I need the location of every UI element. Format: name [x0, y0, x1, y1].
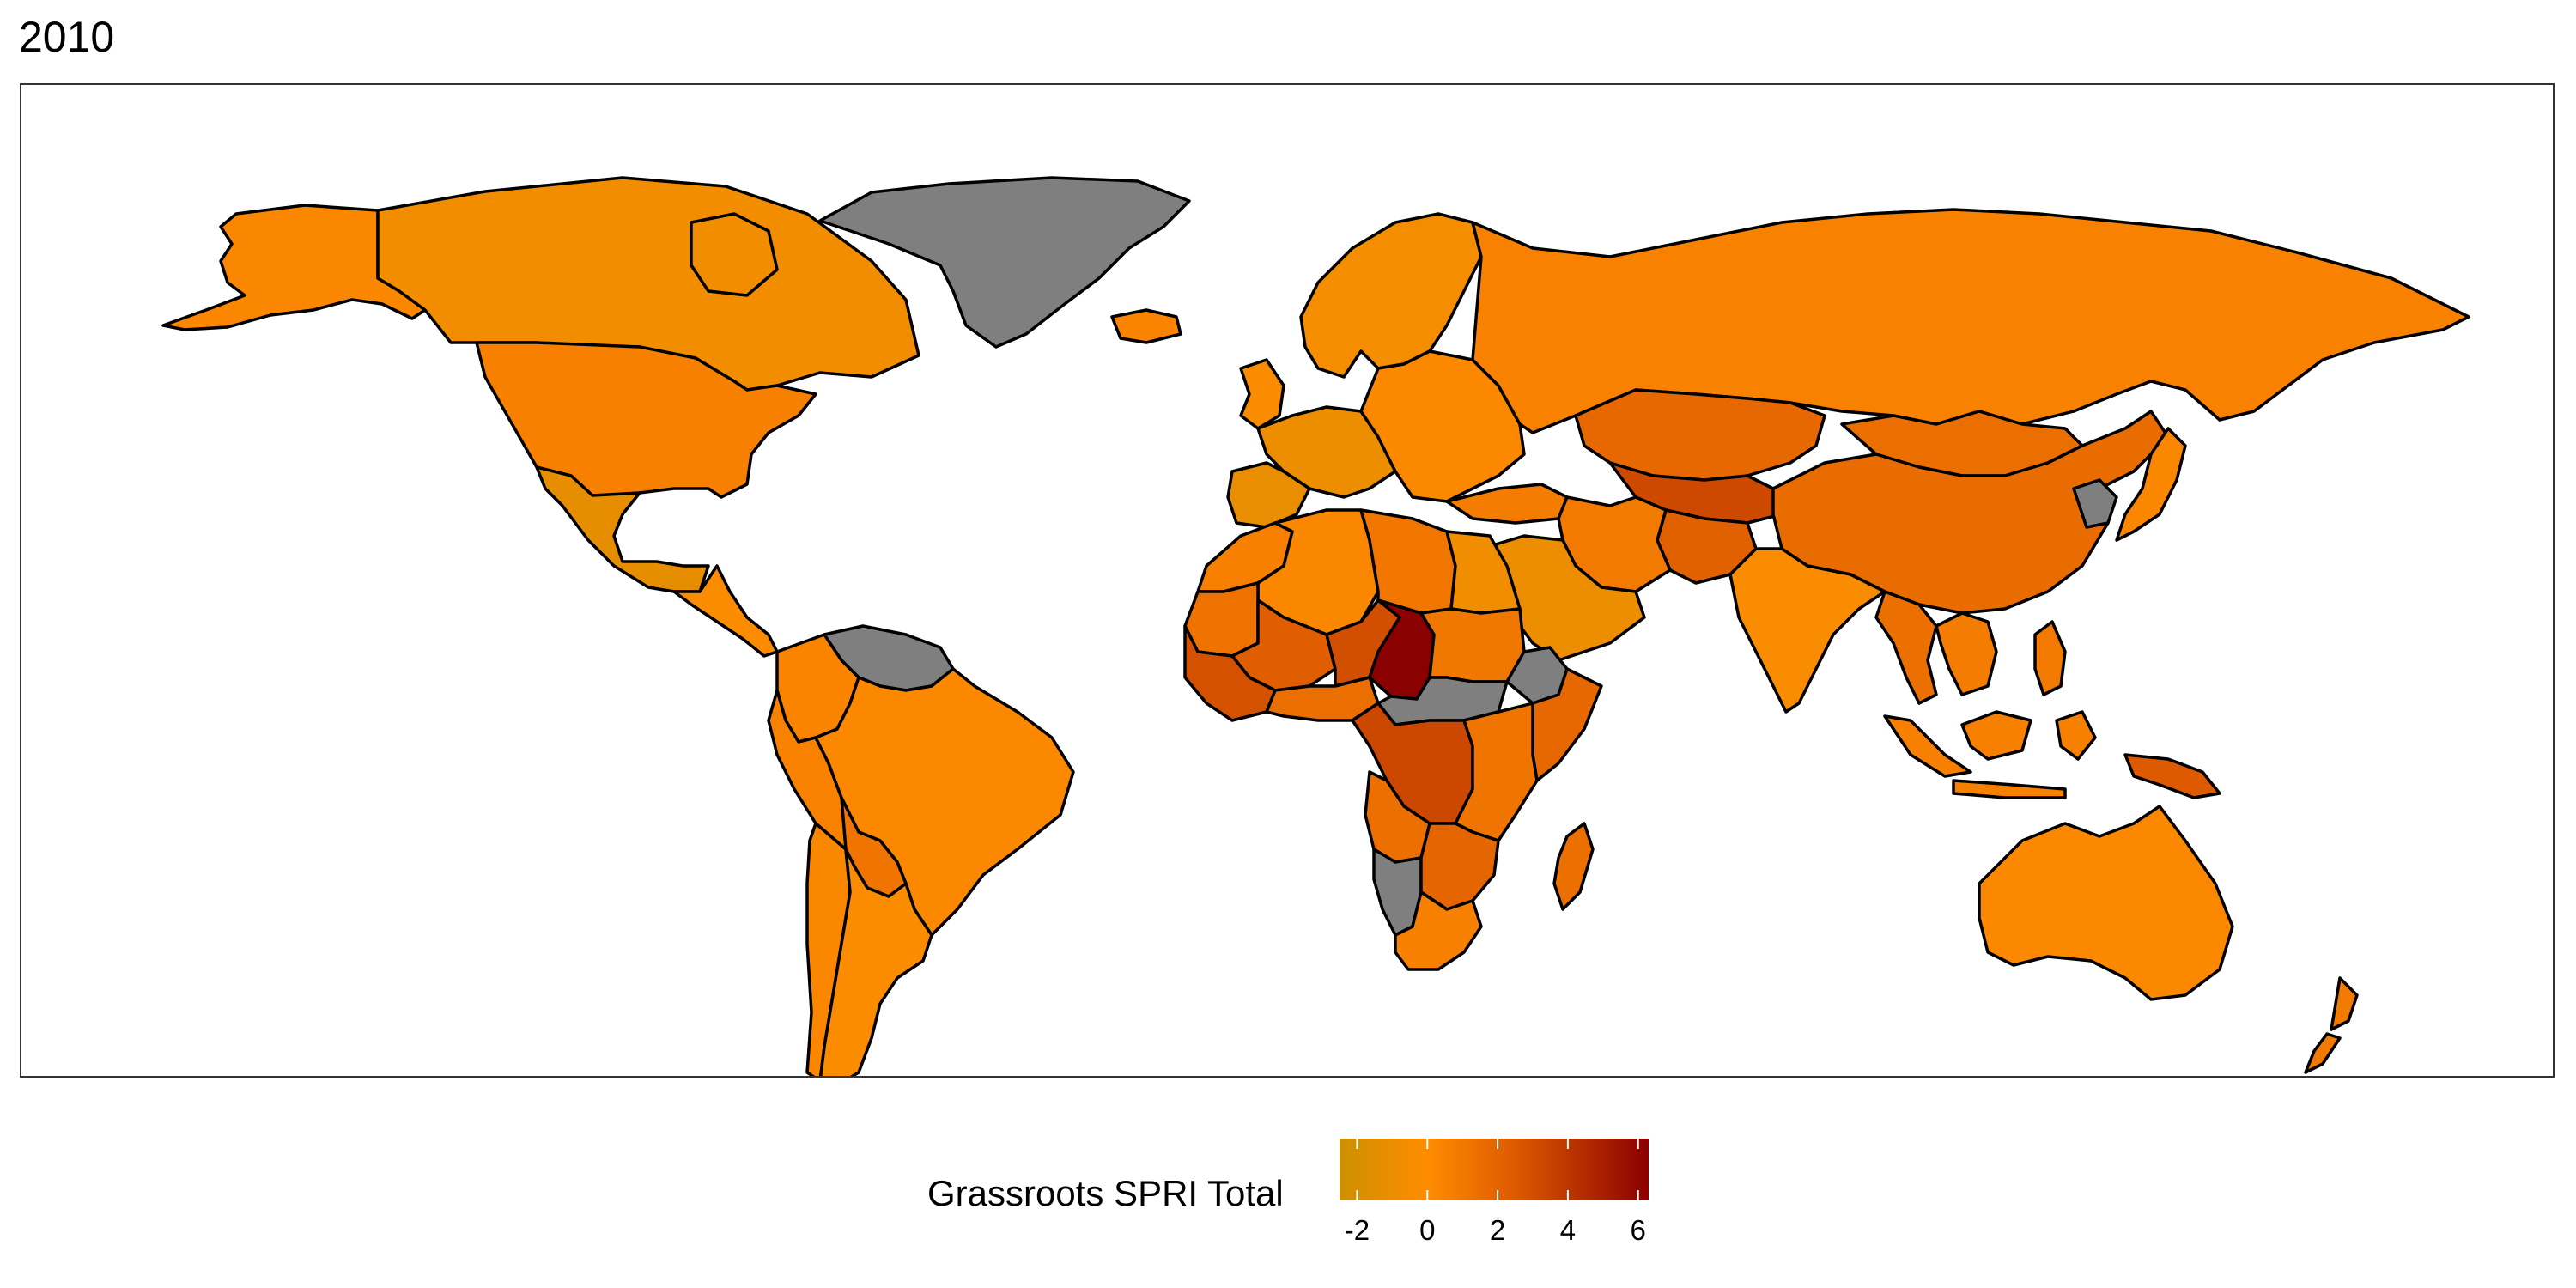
- region-argentina[interactable]: [818, 848, 933, 1076]
- region-iberia[interactable]: [1226, 461, 1311, 529]
- region-south-africa[interactable]: [1394, 890, 1483, 971]
- legend-title: Grassroots SPRI Total: [927, 1173, 1284, 1213]
- world-map: [161, 176, 2470, 1076]
- region-central-america[interactable]: [672, 564, 779, 658]
- region-usa[interactable]: [475, 341, 817, 499]
- map-title: 2010: [19, 13, 115, 61]
- map-panel: [20, 83, 2555, 1078]
- legend-tick-label: 6: [1630, 1214, 1646, 1246]
- region-png[interactable]: [2123, 753, 2221, 799]
- region-scandinavia[interactable]: [1299, 212, 1483, 379]
- region-australia[interactable]: [1978, 805, 2234, 1001]
- region-japan[interactable]: [2115, 427, 2187, 542]
- region-mexico[interactable]: [535, 465, 710, 593]
- legend-colorbar: [1340, 1139, 1649, 1200]
- region-new-zealand[interactable]: [2304, 976, 2359, 1074]
- region-east-africa[interactable]: [1454, 702, 1539, 842]
- region-eastern-europe[interactable]: [1359, 349, 1526, 503]
- legend-tick-label: 4: [1559, 1214, 1577, 1246]
- region-southern-africa[interactable]: [1419, 822, 1500, 911]
- region-southeast-asia[interactable]: [1935, 611, 1998, 696]
- legend-tick-label: 2: [1489, 1214, 1506, 1246]
- region-india[interactable]: [1728, 547, 1886, 714]
- region-philippines[interactable]: [2033, 620, 2067, 696]
- region-sudan[interactable]: [1419, 607, 1526, 683]
- legend-gradient: [1340, 1139, 1649, 1200]
- region-indonesia[interactable]: [1883, 710, 2097, 799]
- region-greenland[interactable]: [818, 176, 1191, 349]
- region-madagascar[interactable]: [1552, 822, 1595, 911]
- legend-tick-label: -2: [1344, 1214, 1370, 1246]
- legend-tick-label: 0: [1419, 1214, 1436, 1246]
- region-korea[interactable]: [2072, 478, 2118, 529]
- region-uk[interactable]: [1239, 358, 1285, 430]
- region-myanmar-thai[interactable]: [1874, 590, 1938, 705]
- region-iceland[interactable]: [1110, 308, 1182, 344]
